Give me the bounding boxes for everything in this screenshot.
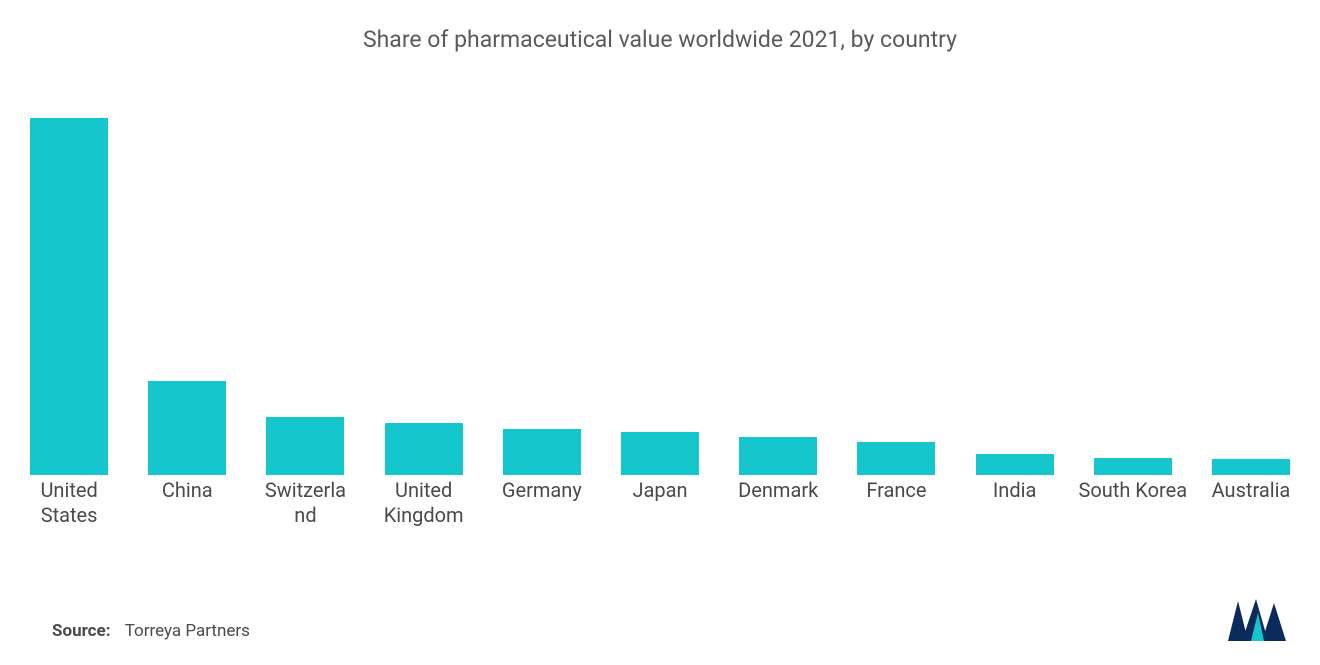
bar-slot: [601, 100, 719, 475]
category-label: Australia: [1192, 478, 1310, 528]
category-label: United Kingdom: [365, 478, 483, 528]
bar: [739, 437, 817, 475]
bar-slot: [246, 100, 364, 475]
category-label: China: [128, 478, 246, 528]
bar-slot: [719, 100, 837, 475]
bar-slot: [956, 100, 1074, 475]
brand-logo-icon: [1228, 599, 1286, 645]
bar-chart: [10, 100, 1310, 475]
category-label: Denmark: [719, 478, 837, 528]
bar-slot: [128, 100, 246, 475]
category-labels: United StatesChinaSwitzerla ndUnited Kin…: [10, 478, 1310, 528]
category-label: United States: [10, 478, 128, 528]
bar: [857, 442, 935, 475]
bar: [621, 432, 699, 475]
category-label: France: [837, 478, 955, 528]
bar-slot: [365, 100, 483, 475]
chart-title: Share of pharmaceutical value worldwide …: [0, 0, 1320, 53]
bar-slot: [1074, 100, 1192, 475]
category-label: Switzerla nd: [246, 478, 364, 528]
category-label: Japan: [601, 478, 719, 528]
bar: [503, 429, 581, 475]
bar: [30, 118, 108, 475]
source-text: Torreya Partners: [125, 621, 250, 641]
bar-slot: [837, 100, 955, 475]
category-label: India: [956, 478, 1074, 528]
source-attribution: Source: Torreya Partners: [52, 621, 250, 641]
category-label: South Korea: [1074, 478, 1192, 528]
bar: [385, 423, 463, 475]
bar: [1212, 459, 1290, 475]
bar: [266, 417, 344, 475]
source-label: Source:: [52, 621, 110, 641]
bar-slot: [10, 100, 128, 475]
bar-slot: [483, 100, 601, 475]
bar: [148, 381, 226, 475]
bar: [1094, 458, 1172, 475]
bar-slot: [1192, 100, 1310, 475]
bar: [976, 454, 1054, 475]
category-label: Germany: [483, 478, 601, 528]
